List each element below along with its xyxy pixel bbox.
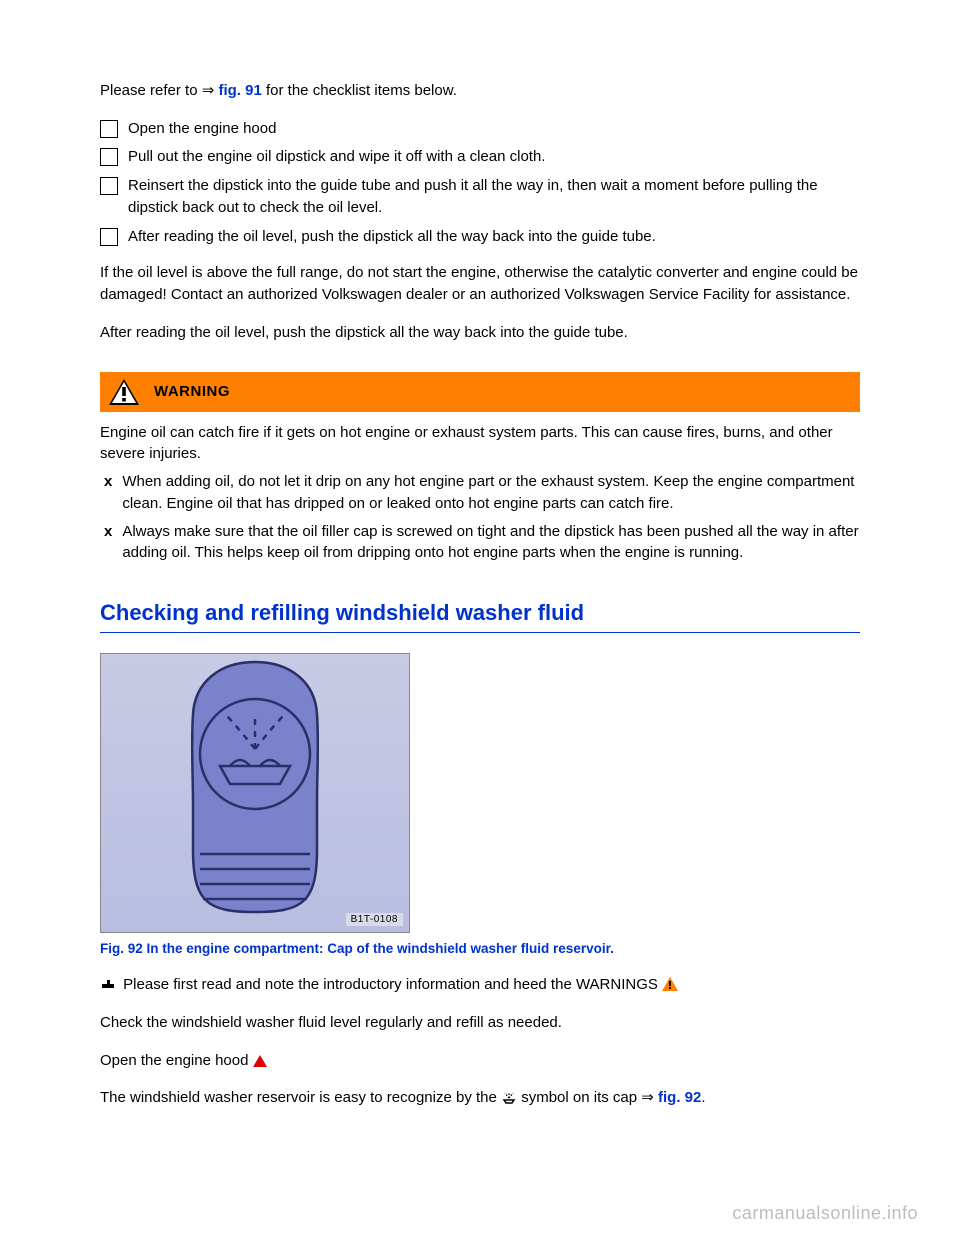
bottom-p1-text: Please first read and note the introduct… [123,976,662,993]
figure-caption: Fig. 92 In the engine compartment: Cap o… [100,941,860,956]
bullet-item: x Always make sure that the oil filler c… [104,521,860,565]
warning-triangle-icon [108,378,140,406]
intro-link[interactable]: fig. 91 [218,82,261,99]
bottom-p4-mid: symbol on its cap ⇒ [521,1089,658,1106]
warning-bullets: x When adding oil, do not let it drip on… [104,471,860,564]
check-text: Pull out the engine oil dipstick and wip… [128,146,545,169]
check-item: Pull out the engine oil dipstick and wip… [100,146,860,169]
check-text: After reading the oil level, push the di… [128,226,656,249]
bullet-marker: x [104,471,112,493]
warning-header: WARNING [100,372,860,412]
checkbox-icon [100,148,118,166]
bottom-p2: Check the windshield washer fluid level … [100,1012,860,1034]
bottom-p3: Open the engine hood [100,1050,860,1072]
bottom-p1: Please first read and note the introduct… [100,974,860,996]
bottom-p4-post: . [701,1089,705,1106]
warning-label: WARNING [154,383,230,400]
bottom-p3-text: Open the engine hood [100,1052,253,1069]
warning-small-icon [662,977,678,991]
checkbox-icon [100,177,118,195]
figure: B1T-0108 Fig. 92 In the engine compartme… [100,653,860,956]
figure-image: B1T-0108 [100,653,410,933]
footer-watermark: carmanualsonline.info [732,1203,918,1224]
check-item: After reading the oil level, push the di… [100,226,860,249]
intro-paragraph: Please refer to ⇒ fig. 91 for the checkl… [100,80,860,102]
warning-body: Engine oil can catch fire if it gets on … [100,422,860,565]
bullet-text: When adding oil, do not let it drip on a… [122,471,860,515]
after-list-p2: After reading the oil level, push the di… [100,322,860,344]
bullet-item: x When adding oil, do not let it drip on… [104,471,860,515]
checklist: Open the engine hood Pull out the engine… [100,118,860,249]
check-text: Open the engine hood [128,118,276,141]
section-rule [100,632,860,633]
figure-refcode: B1T-0108 [346,913,403,926]
pointing-hand-icon [100,976,116,992]
bottom-p4-link[interactable]: fig. 92 [658,1089,701,1106]
checkbox-icon [100,228,118,246]
bottom-p4: The windshield washer reservoir is easy … [100,1087,860,1109]
bullet-marker: x [104,521,112,543]
page-root: Please refer to ⇒ fig. 91 for the checkl… [0,0,960,1242]
after-list-p1: If the oil level is above the full range… [100,262,860,306]
bullet-text: Always make sure that the oil filler cap… [122,521,860,565]
check-item: Open the engine hood [100,118,860,141]
check-item: Reinsert the dipstick into the guide tub… [100,175,860,220]
checkbox-icon [100,120,118,138]
warning-intro: Engine oil can catch fire if it gets on … [100,422,860,466]
bottom-p4-pre: The windshield washer reservoir is easy … [100,1089,501,1106]
washer-symbol-icon [501,1090,517,1104]
intro-pre: Please refer to ⇒ [100,82,218,99]
warning-red-triangle-icon [253,1055,267,1067]
section-title: Checking and refilling windshield washer… [100,600,860,626]
check-text: Reinsert the dipstick into the guide tub… [128,175,860,220]
washer-cap-illustration [125,654,385,924]
intro-post: for the checklist items below. [262,82,457,99]
